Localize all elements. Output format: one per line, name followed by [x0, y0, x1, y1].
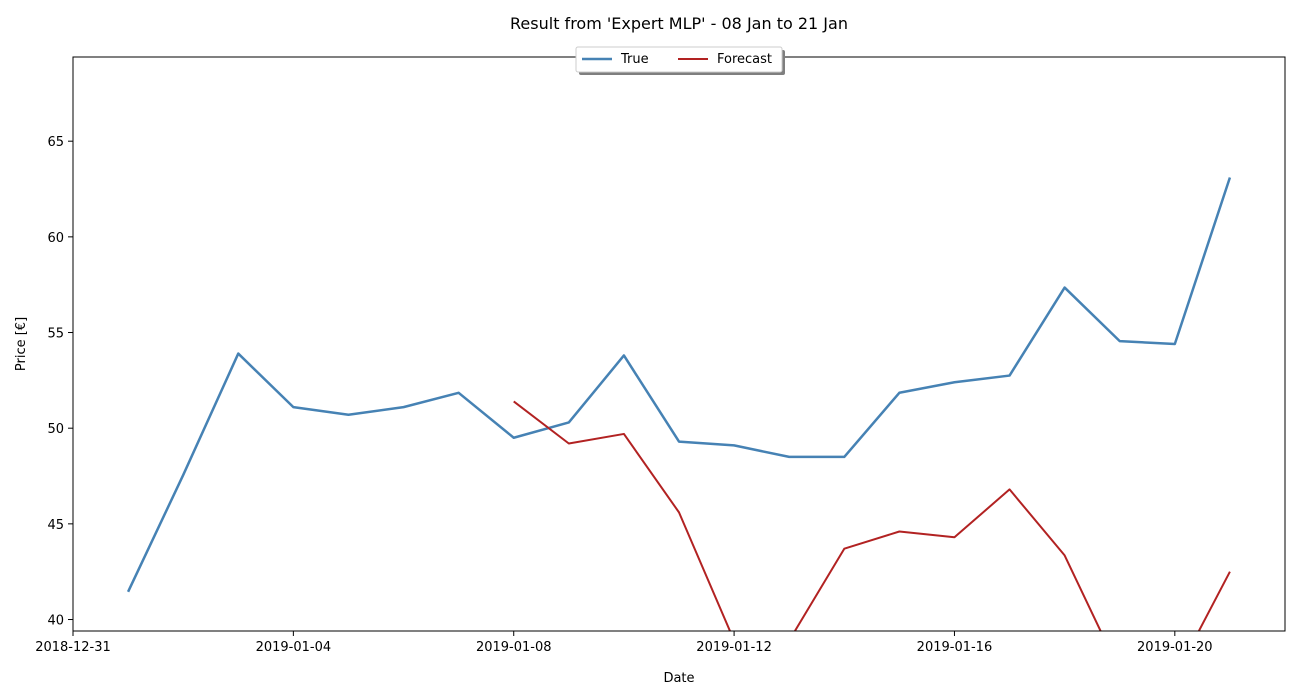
- y-tick-label: 55: [47, 327, 64, 342]
- x-axis-label: Date: [663, 671, 694, 686]
- chart-title: Result from 'Expert MLP' - 08 Jan to 21 …: [510, 14, 848, 33]
- x-tick-label: 2018-12-31: [35, 640, 111, 655]
- y-tick-label: 65: [47, 135, 64, 150]
- plot-area: [73, 57, 1285, 631]
- x-tick-label: 2019-01-16: [917, 640, 993, 655]
- legend-label-true: True: [620, 52, 649, 67]
- series-line-forecast: [513, 400, 1231, 631]
- x-axis: 2018-12-31 2019-01-04 2019-01-08 2019-01-12…: [35, 631, 1213, 655]
- y-axis: 40 45 50 55 60 65: [47, 135, 73, 629]
- y-tick-label: 50: [47, 422, 64, 437]
- series-line-true: [126, 177, 1232, 593]
- x-tick-label: 2019-01-12: [696, 640, 772, 655]
- x-tick-label: 2019-01-08: [476, 640, 552, 655]
- legend-label-forecast: Forecast: [717, 52, 772, 67]
- y-tick-label: 45: [47, 518, 64, 533]
- series-layer: [126, 177, 1232, 631]
- y-axis-label: Price [€]: [14, 317, 29, 371]
- y-tick-label: 40: [47, 614, 64, 629]
- x-tick-label: 2019-01-04: [256, 640, 332, 655]
- x-tick-label: 2019-01-20: [1137, 640, 1213, 655]
- legend: True Forecast: [575, 46, 785, 75]
- y-tick-label: 60: [47, 231, 64, 246]
